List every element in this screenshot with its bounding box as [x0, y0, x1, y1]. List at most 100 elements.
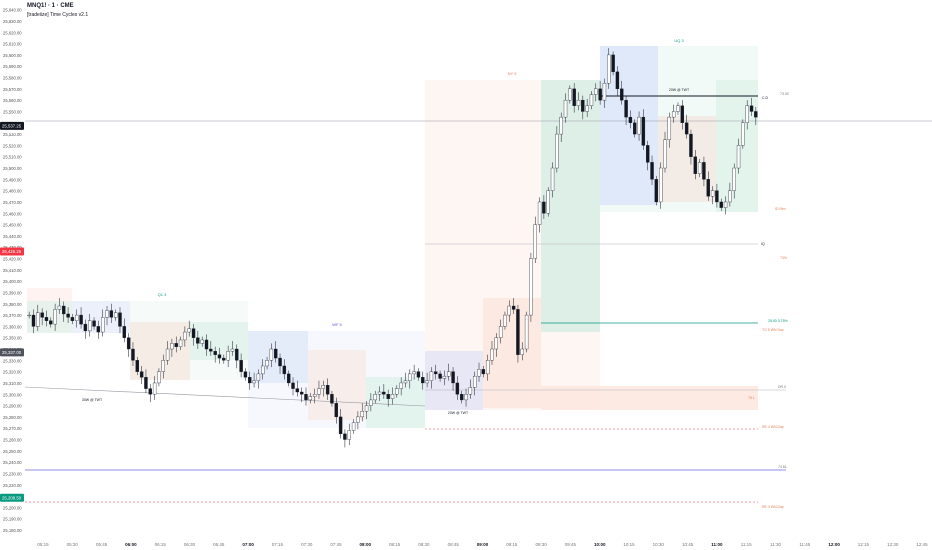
candle-body	[299, 391, 304, 395]
indicator-name[interactable]: [tradeiize] Time Cycles v2.1	[27, 12, 89, 18]
candle-body	[403, 380, 408, 384]
price-tick-label: 25,370.00	[3, 313, 22, 318]
gray-price-tag	[0, 348, 24, 357]
candle-body	[451, 371, 455, 384]
cycle-label: UQ 3	[674, 38, 684, 43]
candle-body	[347, 430, 351, 440]
time-tick-label: 10:30	[653, 542, 665, 547]
candle-body	[503, 314, 507, 327]
candle-body	[693, 156, 697, 174]
candle-body	[637, 116, 641, 135]
cycle-box	[541, 80, 600, 332]
time-tick-label: 09:00	[477, 542, 489, 547]
candle-body	[200, 339, 204, 344]
candle-body	[122, 326, 127, 338]
teal-price-tag-text: 25,208.50	[2, 495, 22, 500]
time-tick-label: 08:30	[418, 542, 430, 547]
candle-body	[282, 365, 287, 375]
candle-body	[658, 167, 663, 203]
price-tick-label: 25,420.00	[3, 257, 22, 262]
candle-body	[126, 337, 131, 350]
level-label: TO 5 WN Day	[762, 328, 784, 332]
price-tick-label: 25,280.00	[3, 415, 22, 420]
trend-line	[24, 386, 426, 407]
candle-body	[222, 357, 226, 361]
candle-body	[447, 371, 451, 377]
candle-body	[477, 369, 481, 377]
candle-body	[741, 122, 745, 146]
time-tick-label: 08:15	[389, 542, 401, 547]
candle-body	[49, 320, 53, 325]
candle-body	[594, 88, 598, 95]
time-tick-label: 05:30	[67, 542, 79, 547]
candle-body	[524, 314, 529, 350]
candle-body	[611, 54, 615, 73]
candle-body	[533, 224, 537, 259]
price-tick-label: 25,630.00	[3, 19, 22, 24]
candle-body	[152, 382, 157, 395]
price-tick-label: 25,350.00	[3, 336, 22, 341]
candle-body	[364, 405, 369, 412]
candle-body	[252, 380, 256, 384]
candle-body	[101, 317, 105, 333]
candle-body	[697, 162, 702, 174]
time-tick-label: 07:30	[301, 542, 313, 547]
candle-body	[516, 309, 520, 355]
price-tick-label: 25,410.00	[3, 268, 22, 273]
candle-body	[165, 348, 170, 361]
candle-body	[174, 343, 178, 347]
price-tick-label: 25,330.00	[3, 358, 22, 363]
candle-body	[749, 105, 754, 112]
price-tick-label: 25,450.00	[3, 223, 22, 228]
level-label: 30W @ TWT	[82, 398, 103, 402]
time-tick-label: 08:00	[360, 542, 372, 547]
candle-body	[317, 388, 321, 395]
candle-body	[550, 167, 555, 191]
level-label: 25.00 3.75%	[768, 319, 788, 323]
time-tick-label: 10:15	[623, 542, 635, 547]
candle-body	[386, 394, 390, 399]
candle-body	[434, 371, 438, 375]
candle-body	[312, 394, 317, 397]
candle-body	[641, 116, 646, 146]
candle-body	[498, 326, 503, 338]
candle-body	[27, 314, 31, 317]
candle-body	[654, 179, 659, 203]
symbol-title[interactable]: MNQ1! · 1 · CME	[27, 3, 74, 9]
candle-body	[92, 320, 96, 327]
level-label: DR 0	[778, 385, 786, 389]
price-tick-label: 25,220.00	[3, 483, 22, 488]
time-tick-label: 11:00	[711, 542, 723, 547]
level-label: 73%	[780, 256, 787, 260]
level-label: C.D	[762, 96, 769, 100]
price-tick-label: 25,560.00	[3, 98, 22, 103]
candle-body	[399, 382, 403, 389]
candle-body	[230, 348, 235, 352]
candle-body	[455, 382, 460, 395]
candle-body	[745, 105, 749, 123]
candle-body	[723, 201, 728, 208]
candle-body	[178, 339, 183, 347]
candle-body	[650, 162, 654, 180]
candle-body	[494, 337, 498, 350]
level-label: 73.92	[780, 92, 789, 96]
candle-body	[442, 375, 447, 379]
candle-body	[563, 99, 568, 118]
candle-body	[511, 305, 516, 310]
time-tick-label: 06:15	[155, 542, 167, 547]
time-tick-label: 09:30	[535, 542, 547, 547]
cycle-label: Q1 3	[158, 292, 167, 297]
price-tick-label: 25,310.00	[3, 381, 22, 386]
candle-body	[728, 190, 732, 203]
price-tick-label: 25,390.00	[3, 290, 22, 295]
candle-body	[330, 394, 334, 404]
price-tick-label: 25,490.00	[3, 177, 22, 182]
candle-body	[572, 88, 576, 106]
candle-body	[585, 105, 589, 112]
candle-body	[105, 310, 109, 318]
candle-body	[710, 190, 715, 197]
candle-body	[460, 394, 464, 401]
level-label: IQ	[761, 242, 765, 246]
price-tick-label: 25,620.00	[3, 30, 22, 35]
